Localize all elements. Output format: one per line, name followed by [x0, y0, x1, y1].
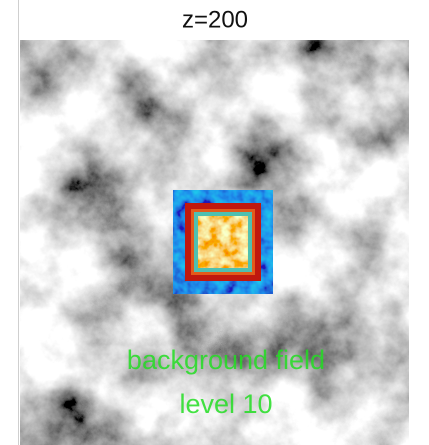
annotation-line: background field	[127, 345, 325, 375]
panel-title: z=200	[182, 6, 248, 33]
inset-field	[173, 190, 273, 294]
inset-core	[198, 216, 248, 268]
annotation-line: level 10	[179, 389, 272, 419]
